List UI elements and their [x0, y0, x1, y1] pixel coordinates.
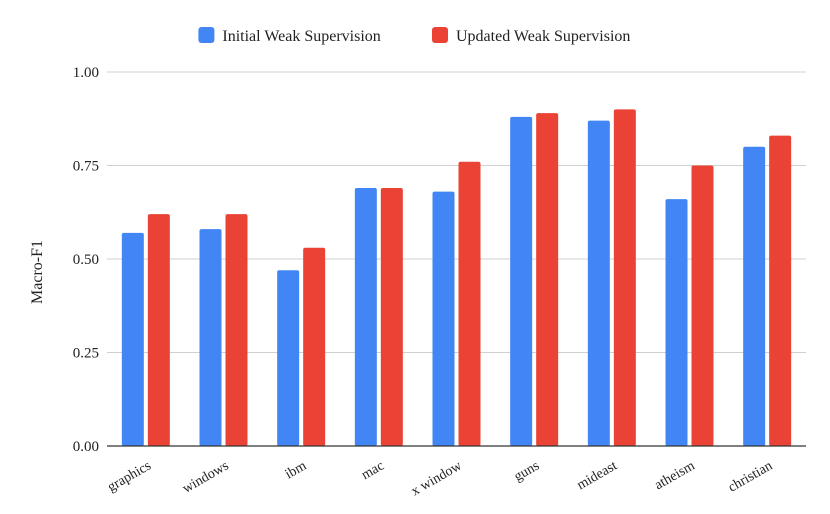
y-tick-label: 0.00	[73, 439, 99, 455]
y-tick-label: 1.00	[73, 65, 99, 81]
x-tick-label: windows	[180, 458, 231, 496]
y-tick-label: 0.25	[73, 346, 99, 362]
legend: Initial Weak Supervision Updated Weak Sup…	[198, 27, 630, 45]
x-tick-label: atheism	[652, 458, 697, 493]
x-tick-label: christian	[726, 458, 775, 495]
y-tick-label: 0.50	[73, 252, 99, 268]
x-tick-label: mac	[359, 458, 387, 483]
bar-initial	[510, 116, 533, 446]
bar-initial	[121, 232, 144, 446]
bar-updated	[458, 161, 481, 446]
bar-initial	[743, 146, 766, 447]
bar-updated	[536, 113, 559, 446]
bars	[121, 109, 792, 447]
x-tick-label: guns	[512, 458, 542, 484]
legend-label: Updated Weak Supervision	[456, 28, 630, 45]
bar-initial	[587, 120, 610, 447]
x-tick-label: graphics	[105, 458, 154, 495]
bar-updated	[303, 247, 326, 446]
x-tick-label: x window	[409, 458, 465, 499]
legend-swatch	[198, 27, 215, 43]
bar-initial	[354, 187, 377, 446]
x-tick-label: ibm	[283, 458, 309, 482]
bar-initial	[277, 270, 300, 446]
legend-swatch	[432, 27, 448, 43]
bar-updated	[613, 109, 636, 447]
bar-updated	[225, 214, 248, 446]
y-axis-title: Macro-F1	[29, 240, 46, 304]
bar-updated	[769, 135, 792, 446]
bar-initial	[665, 199, 688, 446]
bar-updated	[691, 165, 714, 446]
y-tick-label: 0.75	[73, 159, 99, 175]
bar-initial	[199, 229, 222, 446]
legend-label: Initial Weak Supervision	[222, 28, 380, 45]
bar-updated	[380, 187, 403, 446]
x-tick-label: mideast	[575, 458, 620, 493]
bar-updated	[147, 214, 170, 446]
grid-lines	[107, 71, 806, 353]
bar-initial	[432, 191, 455, 446]
